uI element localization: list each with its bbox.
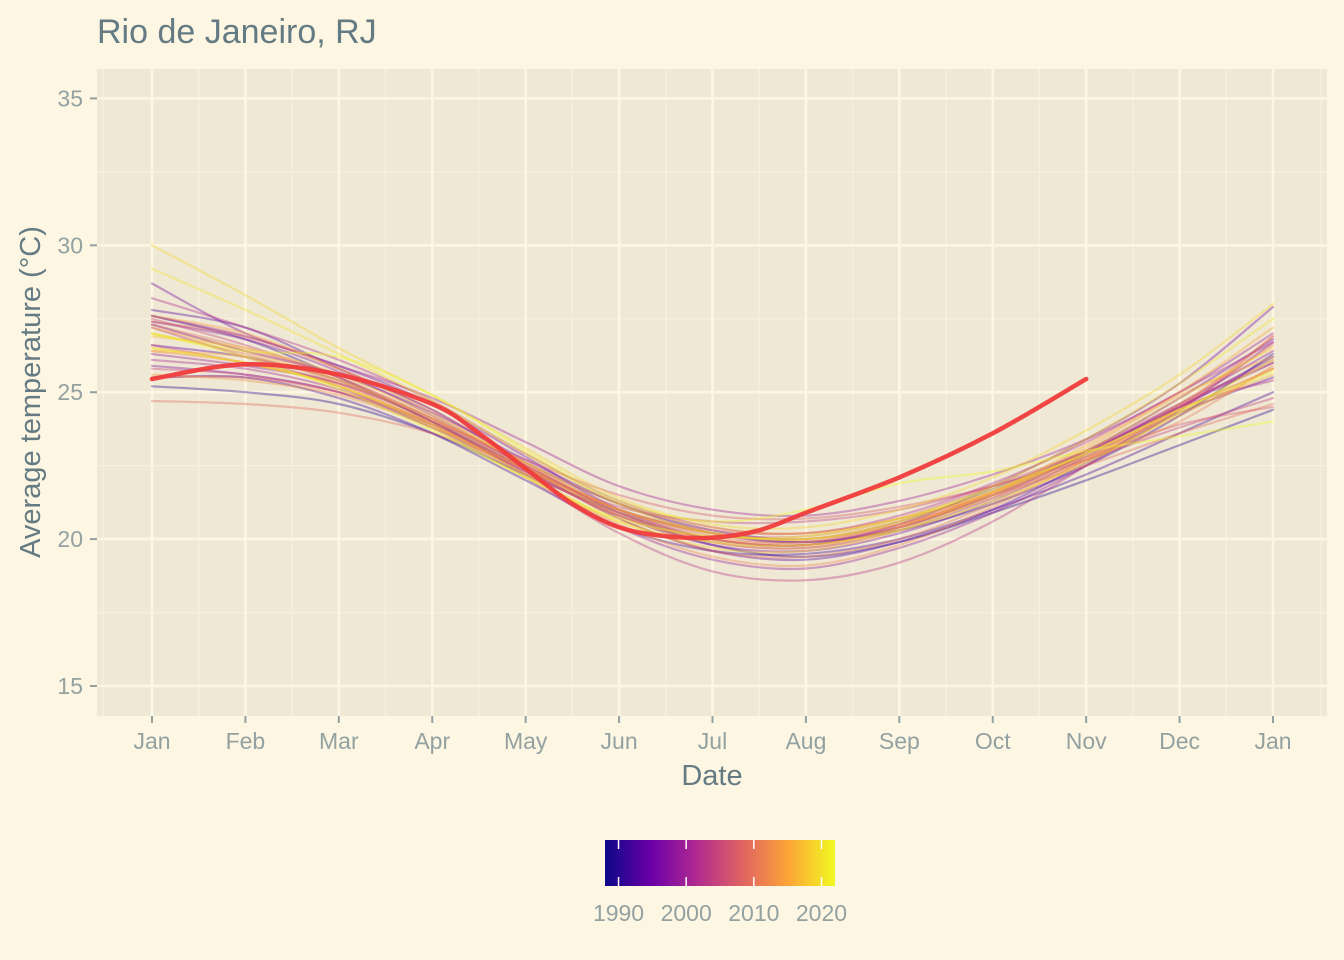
x-tick-label: Nov	[1066, 728, 1107, 754]
series-line	[150, 367, 1275, 541]
series-line	[150, 374, 1275, 556]
series-line	[150, 347, 1275, 554]
colorbar-label: 2010	[728, 900, 779, 926]
series-line	[150, 347, 1275, 548]
series-line	[150, 385, 1275, 558]
series-line	[150, 332, 1275, 523]
chart-title: Rio de Janeiro, RJ	[97, 13, 377, 51]
x-tick-label: Jul	[698, 728, 727, 754]
x-tick-label: Sep	[879, 728, 920, 754]
x-tick-label: Feb	[226, 728, 266, 754]
colorbar-label: 1990	[593, 900, 644, 926]
series-line	[150, 367, 1275, 525]
series-line	[150, 361, 1275, 553]
x-tick-label: Aug	[785, 728, 826, 754]
series-line	[150, 341, 1275, 571]
series-line	[150, 308, 1275, 541]
y-tick-label: 25	[57, 379, 83, 405]
x-tick-label: May	[504, 728, 548, 754]
y-axis-title: Average temperature (°C)	[15, 226, 47, 558]
x-tick-label: Jan	[1254, 728, 1291, 754]
highlight-series	[149, 361, 1089, 541]
x-tick-label: Jun	[601, 728, 638, 754]
series-lines	[150, 244, 1275, 582]
series-line	[150, 399, 1275, 536]
series-line	[150, 323, 1275, 559]
series-line	[150, 244, 1275, 530]
series-line	[150, 344, 1275, 539]
series-line	[150, 297, 1275, 535]
x-tick-label: Dec	[1159, 728, 1200, 754]
colorbar	[605, 840, 835, 886]
x-tick-label: Jan	[133, 728, 170, 754]
colorbar-legend: 1990 2000 2010 2020	[593, 840, 847, 926]
series-line	[150, 358, 1275, 550]
x-tick-label: Oct	[975, 728, 1011, 754]
series-line	[150, 344, 1275, 562]
y-tick-label: 30	[57, 232, 83, 258]
y-tick-label: 15	[57, 673, 83, 699]
y-tick-label: 35	[57, 85, 83, 111]
series-line	[150, 314, 1275, 518]
x-axis-title: Date	[681, 760, 742, 792]
series-line	[150, 326, 1275, 582]
colorbar-label: 2000	[661, 900, 712, 926]
axes: Jan Feb Mar Apr May Jun Jul Aug Sep Oct Nov Dec Jan 1…	[57, 85, 1291, 754]
x-tick-label: Mar	[319, 728, 359, 754]
series-line	[150, 350, 1275, 535]
y-tick-label: 20	[57, 526, 83, 552]
series-line	[150, 375, 1275, 521]
series-line	[150, 344, 1275, 568]
x-tick-label: Apr	[414, 728, 450, 754]
highlight-series-line	[149, 361, 1089, 541]
grid	[97, 69, 1327, 716]
colorbar-label: 2020	[796, 900, 847, 926]
series-line	[150, 267, 1275, 541]
series-line	[150, 314, 1275, 550]
series-line	[150, 314, 1275, 544]
